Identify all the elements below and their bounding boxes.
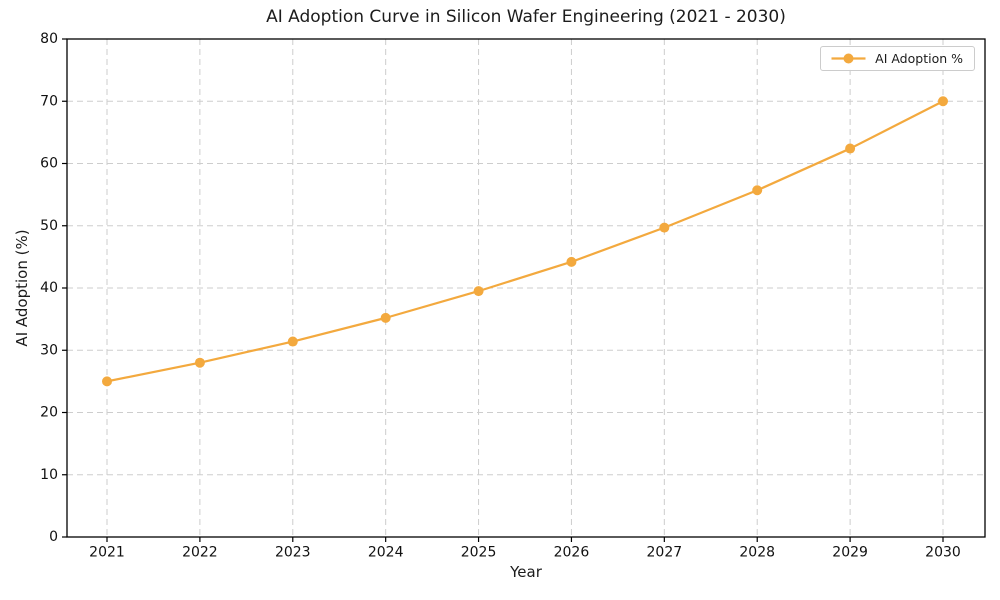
y-tick-label: 30 (40, 342, 58, 358)
y-tick-label: 10 (40, 467, 58, 483)
data-point (380, 312, 391, 323)
data-point (566, 256, 577, 267)
data-point (752, 185, 763, 196)
y-tick-label: 50 (40, 218, 58, 234)
x-tick-label: 2024 (368, 545, 404, 561)
y-tick-label: 80 (40, 31, 58, 47)
data-point (659, 222, 670, 233)
x-tick-label: 2021 (89, 545, 125, 561)
data-point (473, 286, 484, 297)
chart-title: AI Adoption Curve in Silicon Wafer Engin… (266, 7, 786, 27)
data-point (845, 143, 856, 154)
x-tick-label: 2025 (461, 545, 497, 561)
series-line (105, 100, 945, 383)
data-point (102, 376, 112, 387)
x-tick-label: 2023 (275, 545, 311, 561)
y-tick-label: 20 (40, 405, 58, 421)
data-point (287, 336, 298, 347)
data-point (938, 96, 948, 107)
legend-line-marker-icon (831, 53, 866, 64)
data-point (194, 357, 205, 368)
x-tick-label: 2029 (832, 545, 868, 561)
y-tick-label: 70 (40, 93, 58, 109)
x-tick-label: 2022 (182, 545, 218, 561)
y-tick-label: 40 (40, 280, 58, 296)
x-tick-label: 2030 (925, 545, 961, 561)
x-tick-label: 2026 (554, 545, 590, 561)
x-axis-label: Year (510, 563, 542, 581)
legend-label: AI Adoption % (875, 51, 963, 66)
y-tick-label: 0 (49, 529, 58, 545)
x-tick-label: 2027 (647, 545, 683, 561)
y-tick-label: 60 (40, 156, 58, 172)
legend: AI Adoption % (820, 46, 975, 71)
x-tick-label: 2028 (739, 545, 775, 561)
